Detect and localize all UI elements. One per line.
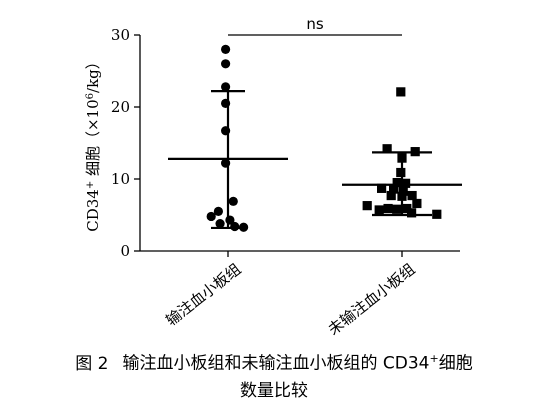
x-category-label-1: 输注血小板组 <box>162 260 244 330</box>
data-point-2-10 <box>398 186 408 196</box>
data-point-1-11 <box>215 219 225 229</box>
data-point-2-13 <box>407 190 417 201</box>
significance-bracket: ns <box>228 15 402 36</box>
data-point-2-17 <box>392 204 402 214</box>
data-point-1-7 <box>228 196 238 206</box>
data-point-2-8 <box>377 183 387 193</box>
figure-caption: 图 2 输注血小板组和未输注血小板组的 CD34+细胞 <box>0 346 548 377</box>
y-label-main: CD34 <box>84 189 102 232</box>
y-axis-label: CD34+ 细胞（×106/kg） <box>84 54 102 232</box>
y-tick-label-30: 30 <box>111 26 130 44</box>
x-category-label-2: 未输注血小板组 <box>325 260 419 339</box>
data-point-2-18 <box>402 203 412 214</box>
data-marks <box>206 44 442 232</box>
caption-line1-sup: + <box>429 352 439 365</box>
data-point-2-19 <box>412 198 422 209</box>
y-label-cell: 细胞（×10 <box>84 99 102 180</box>
data-point-1-2 <box>221 59 231 69</box>
y-label-unit: /kg） <box>84 54 102 93</box>
data-point-2-7 <box>401 178 411 188</box>
data-point-2-14 <box>362 201 372 211</box>
data-point-1-8 <box>206 211 216 222</box>
data-point-2-21 <box>432 209 442 219</box>
data-point-2-2 <box>382 144 392 154</box>
caption-line1-post: 细胞 <box>438 353 473 374</box>
y-tick-label-10: 10 <box>111 170 130 188</box>
data-point-2-15 <box>374 205 384 215</box>
y-tick-label-0: 0 <box>120 242 130 260</box>
scatter-chart: 0 10 20 30 ns 输注血小板组 未输注血小板组 CD34+ 细胞（×106/k… <box>84 15 462 339</box>
data-point-1-3 <box>221 82 231 92</box>
data-point-1-1 <box>221 44 231 55</box>
y-ticks: 0 10 20 30 <box>111 26 140 260</box>
caption-line2: 数量比较 <box>240 381 308 401</box>
caption-label: 图 2 <box>75 353 109 374</box>
data-point-2-16 <box>383 203 393 214</box>
data-point-2-6 <box>392 178 402 188</box>
data-point-2-20 <box>407 208 417 218</box>
data-point-1-9 <box>213 206 223 216</box>
axes <box>139 35 460 257</box>
mean-sd-bars <box>168 90 462 230</box>
y-label-exp: 6 <box>85 93 96 99</box>
data-point-2-11 <box>386 190 396 201</box>
data-point-2-9 <box>389 184 399 194</box>
caption-line1-pre: 输注血小板组和未输注血小板组的 CD34 <box>122 353 430 374</box>
x-category-labels: 输注血小板组 未输注血小板组 <box>162 260 418 339</box>
data-point-2-1 <box>396 87 406 97</box>
figure-caption-line2: 数量比较 <box>0 378 548 404</box>
y-label-sup: + <box>85 181 96 189</box>
significance-label: ns <box>306 15 324 33</box>
y-tick-label-20: 20 <box>111 98 130 116</box>
data-point-2-5 <box>396 167 406 178</box>
data-point-1-12 <box>225 215 235 225</box>
